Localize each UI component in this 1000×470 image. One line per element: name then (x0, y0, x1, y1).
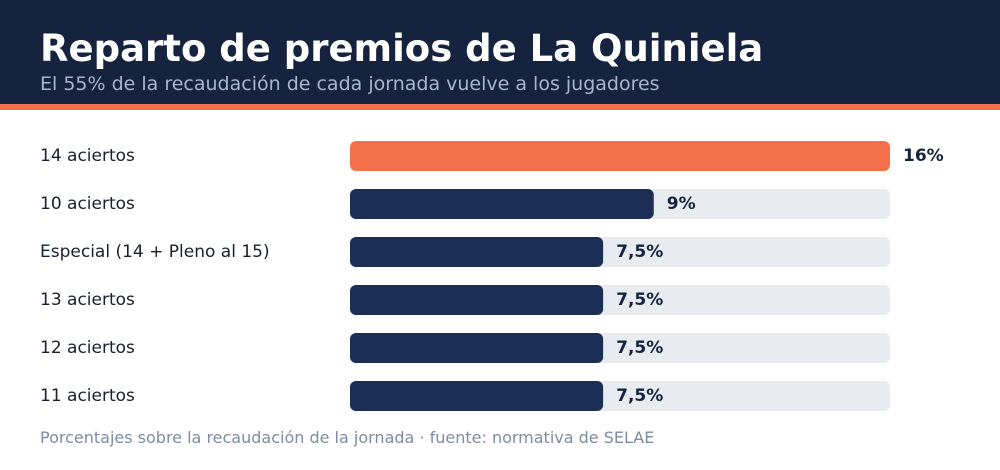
value-label: 7,5% (616, 386, 663, 406)
bar-highlight (350, 141, 890, 171)
category-label: 11 aciertos (40, 386, 135, 406)
chart-subtitle: El 55% de la recaudación de cada jornada… (40, 73, 660, 95)
value-label: 7,5% (616, 242, 663, 262)
category-label: 12 aciertos (40, 338, 135, 358)
value-label: 7,5% (616, 338, 663, 358)
accent-stripe (0, 104, 1000, 110)
bar-row: 13 aciertos 7,5% (40, 285, 890, 315)
source-note: Porcentajes sobre la recaudación de la j… (40, 428, 655, 447)
bar (350, 237, 604, 267)
value-label: 16% (903, 146, 944, 166)
value-label: 7,5% (616, 290, 663, 310)
bar (350, 333, 604, 363)
chart-title: Reparto de premios de La Quiniela (40, 27, 764, 70)
category-label: 10 aciertos (40, 194, 135, 214)
bar (350, 189, 654, 219)
bar-row: 12 aciertos 7,5% (40, 333, 890, 363)
bar-row: 10 aciertos 9% (40, 189, 890, 219)
bar (350, 381, 604, 411)
bar (350, 285, 604, 315)
category-label: Especial (14 + Pleno al 15) (40, 242, 270, 262)
bar-row: Especial (14 + Pleno al 15) 7,5% (40, 237, 890, 267)
bar-row: 11 aciertos 7,5% (40, 381, 890, 411)
bar-row: 14 aciertos 16% (40, 141, 944, 171)
header-banner (0, 0, 1000, 104)
value-label: 9% (667, 194, 696, 214)
category-label: 13 aciertos (40, 290, 135, 310)
category-label: 14 aciertos (40, 146, 135, 166)
